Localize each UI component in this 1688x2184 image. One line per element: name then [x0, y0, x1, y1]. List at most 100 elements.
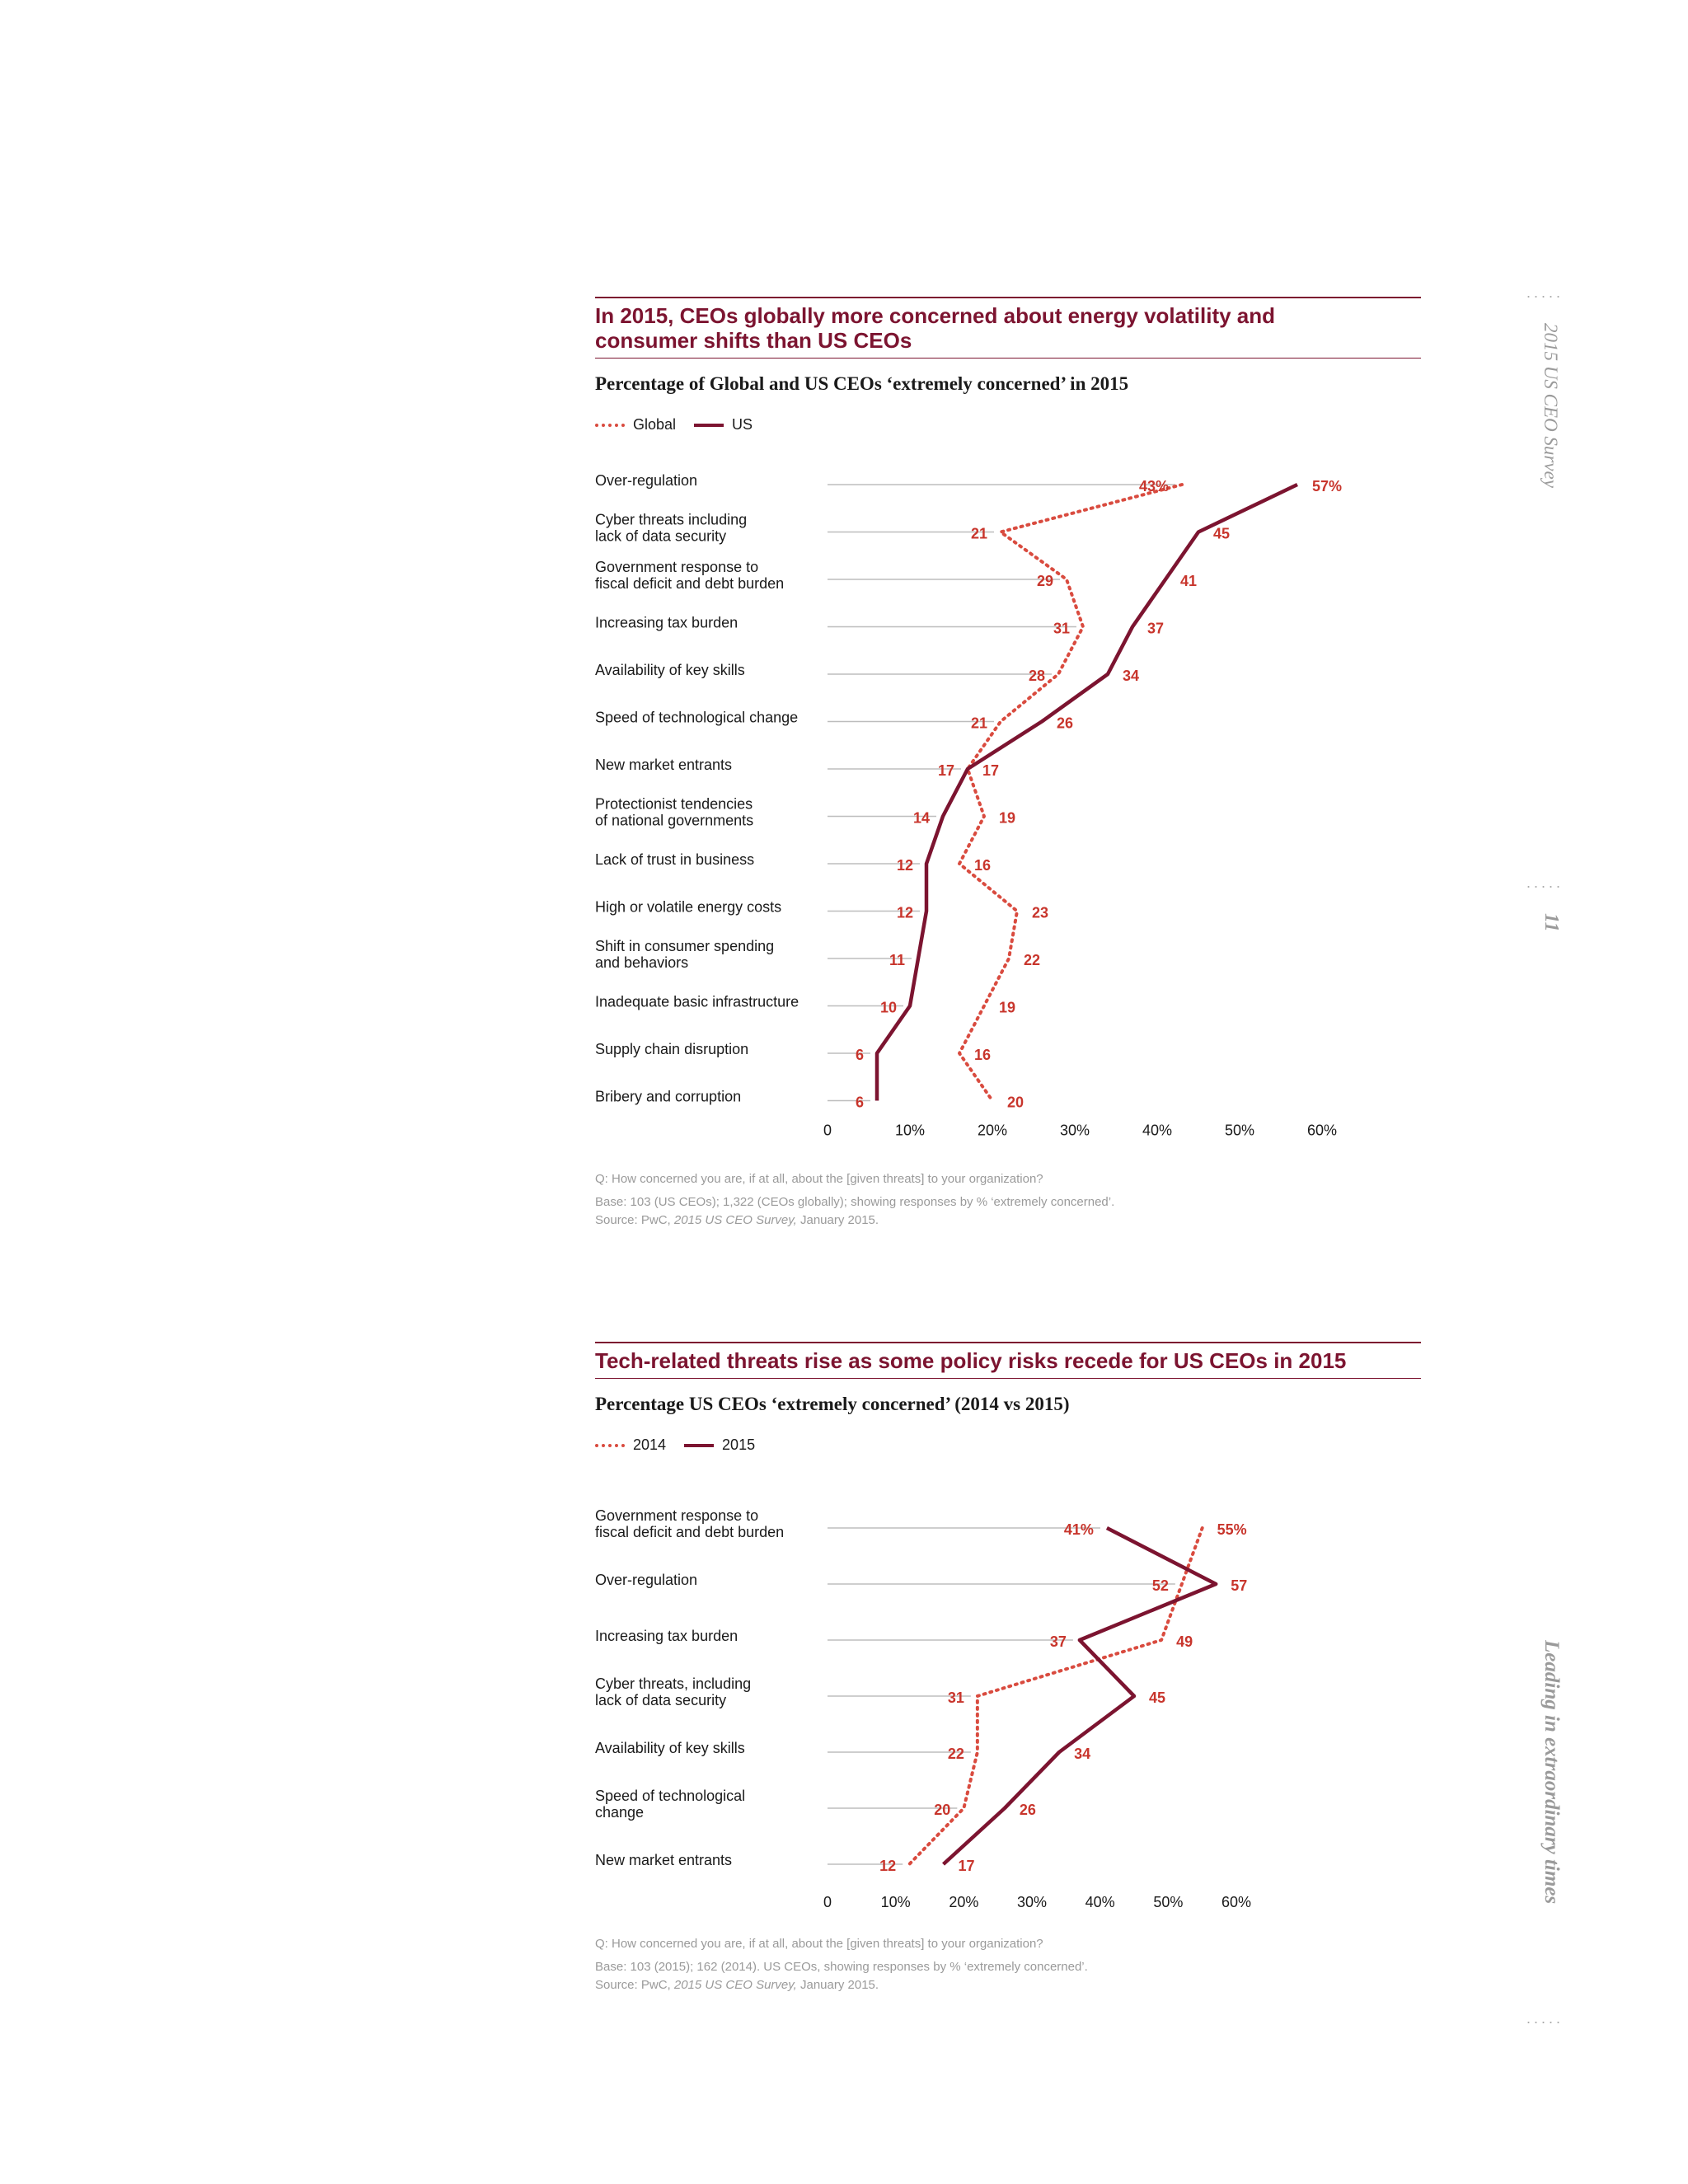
chart2-note-source-prefix: Source: PwC,: [595, 1978, 674, 1992]
chart1-data-label: 17: [982, 762, 999, 779]
chart1-category-label: Inadequate basic infrastructure: [595, 993, 799, 1010]
chart1-data-label: 31: [1053, 621, 1070, 637]
chart2-note-question: Q: How concerned you are, if at all, abo…: [595, 1937, 1043, 1951]
chart2-data-label: 12: [879, 1858, 896, 1874]
chart1-category: High or volatile energy costs: [595, 898, 781, 915]
chart1-category-label: High or volatile energy costs: [595, 898, 781, 915]
chart1-category-label: Cyber threats including: [595, 511, 747, 527]
chart1-data-label: 11: [889, 952, 905, 968]
chart1-series-us-line: [874, 482, 1298, 1101]
chart1-data-label: 43%: [1139, 478, 1169, 494]
chart1-data-label: 21: [971, 526, 987, 542]
chart2-legend-2014: 2014: [595, 1436, 666, 1454]
side-dots-top: .....: [1526, 284, 1564, 301]
chart1-series-global-line: [958, 483, 1184, 1103]
chart2-data-label: 22: [948, 1746, 964, 1762]
chart1-category-label: Speed of technological change: [595, 709, 798, 725]
chart2-data-label: 17: [959, 1858, 975, 1874]
chart1-x-tick-label: 50%: [1225, 1122, 1254, 1139]
chart2-x-tick-label: 30%: [1017, 1894, 1047, 1910]
chart2-category-label: Cyber threats, including: [595, 1675, 751, 1692]
chart1-data-label: 26: [1057, 715, 1073, 732]
chart1-note-source-title: 2015 US CEO Survey,: [673, 1213, 797, 1227]
chart1-x-tick-label: 10%: [895, 1122, 925, 1139]
chart1-x-tick-label: 0: [823, 1122, 832, 1139]
chart2-series-2015-line: [942, 1526, 1218, 1866]
chart1-data-label: 6: [856, 1047, 864, 1063]
chart2-x-tick-label: 40%: [1085, 1894, 1115, 1910]
chart1-data-label: 34: [1123, 668, 1139, 684]
chart2-data-label: 45: [1149, 1690, 1165, 1706]
chart1-data-label: 45: [1213, 526, 1230, 542]
side-page-number: 11: [1540, 913, 1562, 932]
chart1-bottom-rule: [595, 358, 1421, 359]
chart1-category-label: New market entrants: [595, 757, 732, 773]
chart1-category: Supply chain disruption: [595, 1041, 748, 1057]
chart2-category-label: Speed of technological: [595, 1788, 745, 1804]
chart1-category-label: fiscal deficit and debt burden: [595, 575, 784, 592]
chart1-data-label: 12: [897, 905, 913, 921]
chart1-data-label: 23: [1032, 905, 1048, 921]
chart1-legend: Global US: [595, 416, 1421, 434]
chart2-series-2014-line: [907, 1526, 1204, 1866]
chart2-legend-2014-label: 2014: [633, 1436, 667, 1453]
chart1-title: In 2015, CEOs globally more concerned ab…: [595, 298, 1421, 358]
chart1-data-label: 22: [1024, 952, 1040, 968]
chart1-category-label: of national governments: [595, 812, 753, 828]
chart2-title: Tech-related threats rise as some policy…: [595, 1348, 1347, 1373]
chart1-category-label: Lack of trust in business: [595, 851, 754, 868]
chart1-data-label: 10: [880, 1000, 897, 1016]
chart2-x-tick-label: 60%: [1221, 1894, 1251, 1910]
chart2-legend-2015-label: 2015: [722, 1436, 756, 1453]
chart1-legend-global-label: Global: [633, 416, 677, 433]
chart1-data-label: 37: [1147, 621, 1164, 637]
chart2-notes: Q: How concerned you are, if at all, abo…: [595, 1935, 1088, 1994]
chart2-category-label: change: [595, 1804, 644, 1821]
chart1-category-label: Over-regulation: [595, 472, 697, 489]
chart1-data-label: 6: [856, 1094, 864, 1111]
chart2-note-base: Base: 103 (2015); 162 (2014). US CEOs, s…: [595, 1960, 1088, 1974]
chart1-category-label: Government response to: [595, 559, 758, 575]
side-dots-bottom: .....: [1526, 2010, 1564, 2027]
chart1-data-label: 19: [999, 1000, 1015, 1016]
solid-line-icon: [694, 423, 724, 427]
chart2-data-label: 26: [1020, 1802, 1036, 1818]
chart1-category: Availability of key skills: [595, 662, 745, 678]
chart1-x-tick-label: 20%: [978, 1122, 1007, 1139]
chart2-category-label: Increasing tax burden: [595, 1628, 738, 1644]
side-section-title: Leading in extraordinary times: [1540, 1640, 1563, 1905]
chart1-category: Inadequate basic infrastructure: [595, 993, 799, 1010]
chart2-x-tick-label: 20%: [949, 1894, 978, 1910]
chart2-note-source-title: 2015 US CEO Survey,: [673, 1978, 797, 1992]
chart1-category-label: Bribery and corruption: [595, 1088, 741, 1104]
chart2-data-label: 52: [1152, 1577, 1169, 1594]
chart1-category-label: Supply chain disruption: [595, 1041, 748, 1057]
chart1-data-label: 12: [897, 857, 913, 874]
chart2-note-source-suffix: January 2015.: [796, 1978, 879, 1992]
chart2-data-label: 57: [1231, 1577, 1247, 1594]
chart2-category: New market entrants: [595, 1852, 732, 1868]
chart1-category-label: Protectionist tendencies: [595, 795, 753, 812]
chart1-data-label: 14: [913, 810, 930, 827]
chart2-data-label: 41%: [1064, 1521, 1094, 1538]
chart1-note-source: Source: PwC, 2015 US CEO Survey, January…: [595, 1212, 1114, 1230]
chart2-category-label: Availability of key skills: [595, 1740, 745, 1756]
chart2-block: Tech-related threats rise as some policy…: [595, 1342, 1421, 1992]
chart1-notes: Q: How concerned you are, if at all, abo…: [595, 1170, 1114, 1230]
chart1-legend-us: US: [694, 416, 753, 434]
chart2-legend-2015: 2015: [684, 1436, 755, 1454]
chart2-category-label: Government response to: [595, 1507, 758, 1524]
chart1-block: In 2015, CEOs globally more concerned ab…: [595, 297, 1421, 1227]
chart1-data-label: 57%: [1312, 478, 1342, 494]
chart2-data-label: 55%: [1217, 1521, 1247, 1538]
side-report-title: 2015 US CEO Survey: [1540, 323, 1561, 488]
chart1-title-line2: consumer shifts than US CEOs: [595, 328, 912, 353]
chart2-x-tick-label: 0: [823, 1894, 832, 1910]
